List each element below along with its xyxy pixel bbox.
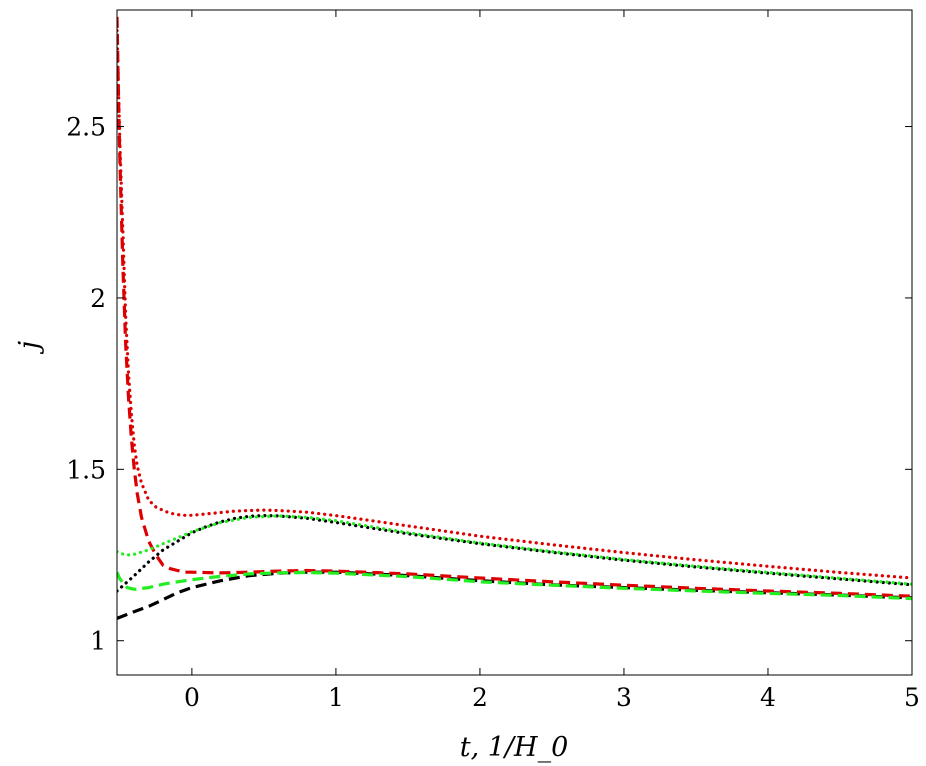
tick-layer: 0 1 2 3 4 5 1 1.5 2 2.5 [66,10,920,712]
y-tick-label: 1.5 [66,455,106,484]
series-line-4 [117,514,912,593]
x-tick-label: 4 [760,683,776,712]
y-axis-label: j [14,341,45,354]
plot-frame [116,9,913,676]
x-tick-label: 1 [328,683,344,712]
y-tick-label: 2.5 [66,113,106,142]
series-line-6 [117,514,912,586]
series-layer [117,16,912,620]
series-line-5 [117,29,912,580]
x-axis-label: t, 1/H_0 [460,732,569,763]
x-tick-label: 5 [904,683,920,712]
x-tick-label: 2 [472,683,488,712]
series-line-3 [117,570,912,601]
series-line-2 [117,16,912,598]
x-tick-label: 3 [616,683,632,712]
series-line-1 [117,570,912,620]
y-tick-label: 1 [90,627,106,656]
x-tick-label: 0 [184,683,200,712]
y-tick-label: 2 [90,284,106,313]
